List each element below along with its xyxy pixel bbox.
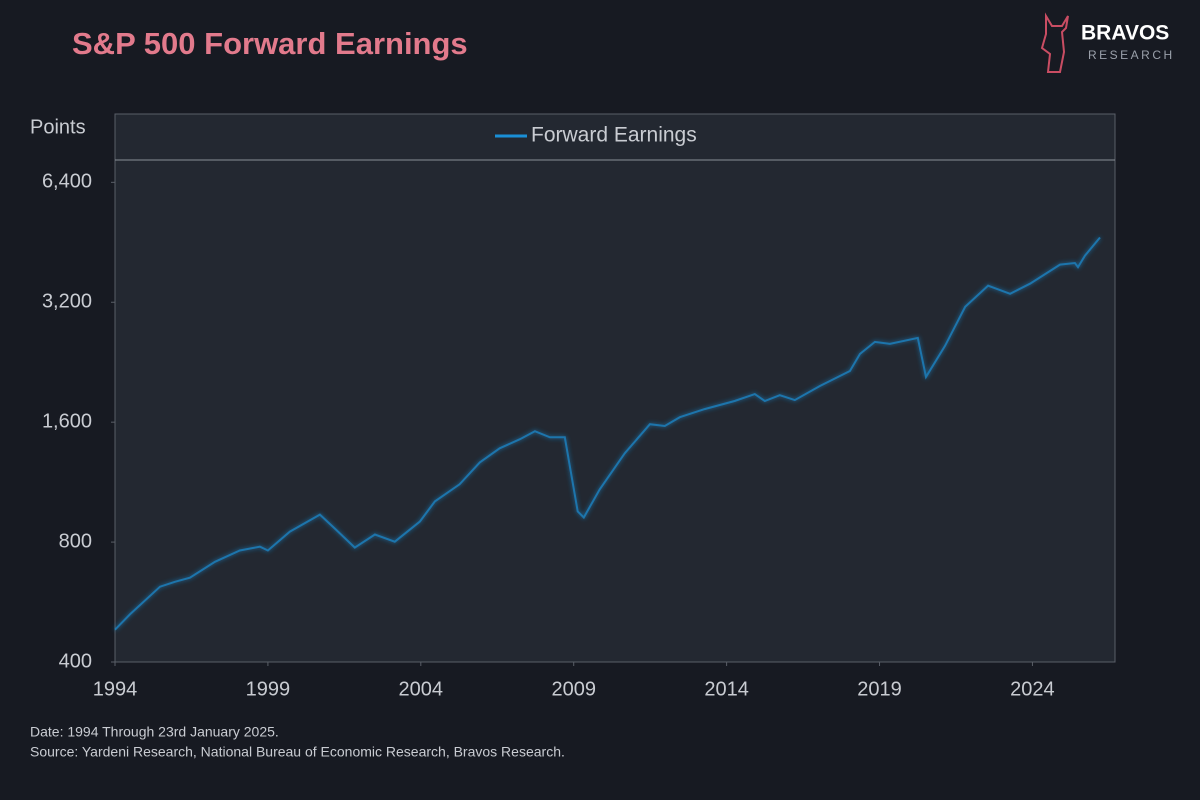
y-tick-label: 6,400	[42, 171, 92, 193]
x-tick-label: 1994	[93, 678, 138, 700]
x-tick-label: 2014	[704, 678, 749, 700]
plot-area	[114, 113, 1116, 663]
legend-label: Forward Earnings	[531, 124, 697, 147]
x-tick-label: 2004	[399, 678, 444, 700]
note: Source: Yardeni Research, National Burea…	[30, 744, 565, 760]
x-tick-label: 2009	[551, 678, 596, 700]
note: Date: 1994 Through 23rd January 2025.	[30, 724, 279, 740]
logo-sub: RESEARCH	[1088, 48, 1175, 62]
y-axis-label: Points	[30, 116, 86, 138]
y-tick-label: 1,600	[42, 410, 92, 432]
y-tick-label: 400	[59, 650, 92, 672]
x-tick-label: 2024	[1010, 678, 1055, 700]
y-tick-label: 800	[59, 530, 92, 552]
x-tick-label: 1999	[246, 678, 291, 700]
chart-title: S&P 500 Forward Earnings	[72, 26, 468, 61]
logo-icon	[1040, 12, 1069, 73]
line-series	[114, 236, 1101, 631]
logo: BRAVOS RESEARCH	[1040, 12, 1175, 73]
y-tick-label: 3,200	[42, 291, 92, 313]
x-tick-label: 2019	[857, 678, 902, 700]
logo-name: BRAVOS	[1081, 22, 1169, 45]
